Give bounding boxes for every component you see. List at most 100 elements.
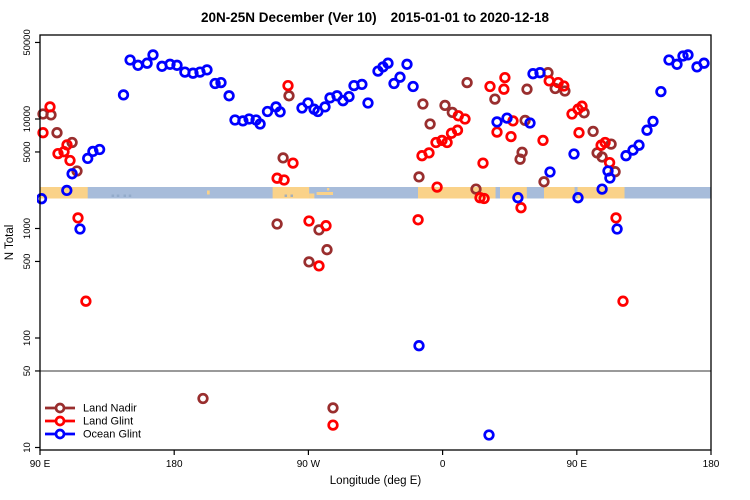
data-point-land_nadir	[516, 146, 528, 158]
data-point-land_glint	[515, 202, 527, 214]
data-point-land_glint	[61, 139, 73, 151]
data-point-ocean_glint	[401, 58, 413, 70]
data-point-land_nadir	[413, 171, 425, 183]
data-point-land_glint	[72, 212, 84, 224]
data-point-land_nadir	[321, 244, 333, 256]
plot-border	[39, 34, 712, 451]
chart-title: 20N-25N December (Ver 10) 2015-01-01 to 2…	[0, 10, 750, 25]
data-point-ocean_glint	[141, 57, 153, 69]
chart-title-main: 20N-25N December (Ver 10)	[201, 10, 377, 25]
map-band-island	[309, 193, 315, 199]
data-point-land_glint	[287, 157, 299, 169]
legend-label-land_nadir: Land Nadir	[83, 403, 137, 415]
y-tick-label: 1000	[22, 218, 33, 239]
data-point-ocean_glint	[698, 57, 710, 69]
data-point-land_glint	[505, 130, 517, 143]
data-point-land_glint	[52, 147, 64, 160]
data-point-land_glint	[441, 136, 453, 149]
map-band-speckle	[116, 194, 120, 197]
data-point-land_glint	[558, 80, 570, 92]
data-point-land_nadir	[303, 256, 315, 268]
data-point-land_glint	[576, 100, 588, 112]
data-point-land_nadir	[271, 218, 283, 230]
data-point-ocean_glint	[534, 67, 546, 79]
data-point-ocean_glint	[319, 101, 331, 113]
chart-title-dates: 2015-01-01 to 2020-12-18	[390, 10, 549, 25]
y-tick-label: 100	[22, 330, 33, 346]
data-point-land_nadir	[489, 93, 501, 105]
data-point-ocean_glint	[524, 117, 536, 129]
data-point-ocean_glint	[74, 223, 86, 235]
data-point-land_glint	[313, 260, 325, 272]
data-point-land_glint	[282, 79, 294, 92]
map-band-speckle	[128, 194, 132, 197]
data-point-ocean_glint	[274, 106, 286, 118]
y-tick-label: 10000	[22, 106, 33, 132]
data-point-ocean_glint	[132, 59, 144, 71]
y-tick-label: 50	[22, 366, 33, 377]
data-point-ocean_glint	[243, 113, 255, 125]
x-tick-label: 0	[440, 459, 446, 470]
map-band-island	[316, 192, 334, 195]
data-point-ocean_glint	[491, 116, 503, 128]
y-tick-label: 5000	[22, 141, 33, 162]
data-point-land_glint	[327, 419, 339, 431]
data-point-land_nadir	[461, 76, 473, 89]
data-point-ocean_glint	[37, 193, 48, 205]
data-point-ocean_glint	[413, 340, 425, 352]
data-point-ocean_glint	[362, 97, 374, 109]
data-point-ocean_glint	[647, 115, 659, 128]
data-point-ocean_glint	[87, 145, 99, 158]
data-point-ocean_glint	[501, 112, 513, 124]
data-point-ocean_glint	[302, 97, 314, 109]
x-tick-label: 180	[166, 459, 183, 470]
map-band-land	[543, 187, 575, 199]
data-point-land_nadir	[538, 176, 550, 188]
data-point-ocean_glint	[512, 192, 524, 204]
map-band-land	[417, 187, 496, 199]
data-point-land_glint	[573, 127, 585, 139]
x-axis-title: Longitude (deg E)	[330, 475, 422, 487]
data-point-land_glint	[599, 136, 611, 149]
data-point-land_glint	[423, 147, 435, 159]
data-point-ocean_glint	[671, 58, 683, 70]
data-point-land_nadir	[587, 125, 599, 138]
map-band-speckle	[111, 194, 115, 197]
data-point-land_glint	[44, 101, 56, 113]
data-point-ocean_glint	[117, 89, 130, 101]
y-tick-label: 50000	[22, 29, 33, 55]
data-point-ocean_glint	[483, 429, 495, 441]
x-tick-label: 90 E	[567, 459, 588, 470]
data-point-land_glint	[491, 126, 503, 138]
data-point-land_nadir	[197, 392, 209, 405]
legend-label-ocean_glint: Ocean Glint	[83, 429, 141, 441]
data-point-ocean_glint	[620, 150, 632, 162]
data-point-land_nadir	[559, 85, 571, 97]
data-point-ocean_glint	[343, 90, 355, 103]
map-band-speckle	[123, 194, 127, 197]
data-point-ocean_glint	[568, 148, 580, 160]
legend-marker-land_glint	[54, 415, 66, 427]
data-point-land_nadir	[424, 118, 436, 130]
y-tick-label: 10	[22, 442, 33, 453]
data-point-land_glint	[412, 214, 424, 226]
data-point-ocean_glint	[223, 90, 235, 102]
map-band-island	[327, 188, 330, 191]
data-point-land_glint	[477, 157, 489, 169]
map-band-island	[207, 190, 210, 195]
data-point-land_glint	[430, 136, 442, 149]
data-point-land_nadir	[596, 151, 608, 163]
data-point-ocean_glint	[388, 77, 400, 90]
data-point-ocean_glint	[633, 139, 645, 151]
data-point-ocean_glint	[527, 68, 539, 80]
data-point-land_nadir	[51, 127, 63, 139]
data-point-ocean_glint	[164, 58, 176, 70]
data-point-ocean_glint	[356, 78, 368, 91]
x-tick-label: 180	[703, 459, 720, 470]
data-point-ocean_glint	[254, 118, 266, 130]
y-axis-title: N Total	[4, 225, 16, 261]
data-point-ocean_glint	[655, 85, 667, 98]
data-point-ocean_glint	[201, 64, 213, 76]
legend-label-land_glint: Land Glint	[83, 416, 133, 428]
